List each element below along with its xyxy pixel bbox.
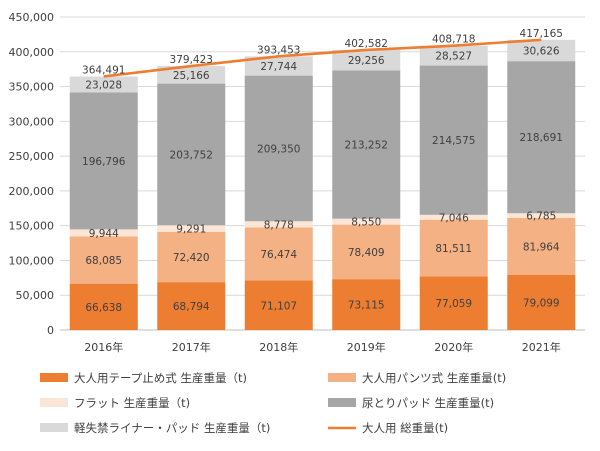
segment-value-label: 7,046 xyxy=(439,212,469,224)
total-value-label: 393,453 xyxy=(257,44,300,56)
y-tick-label: 450,000 xyxy=(9,11,55,24)
segment-value-label: 213,252 xyxy=(345,139,388,151)
y-tick-label: 300,000 xyxy=(9,115,55,128)
y-tick-label: 200,000 xyxy=(9,185,55,198)
segment-value-label: 78,409 xyxy=(348,247,385,259)
total-value-label: 379,423 xyxy=(170,54,213,66)
segment-value-label: 218,691 xyxy=(520,132,563,144)
segment-value-label: 8,778 xyxy=(264,219,294,231)
total-value-label: 408,718 xyxy=(432,34,475,46)
segment-value-label: 9,291 xyxy=(176,224,206,236)
x-tick-label: 2020年 xyxy=(434,340,473,354)
segment-value-label: 9,944 xyxy=(89,228,119,240)
y-axis: 0 50,000 100,000 150,000 200,000 250,000 300,0… xyxy=(9,11,55,337)
segment-value-label: 27,744 xyxy=(260,61,297,73)
y-tick-label: 150,000 xyxy=(9,220,55,233)
y-tick-label: 50,000 xyxy=(16,289,55,302)
legend-label: 尿とりパッド 生産重量(t) xyxy=(362,396,494,410)
segment-value-label: 28,527 xyxy=(435,51,472,63)
y-tick-label: 250,000 xyxy=(9,150,55,163)
segment-value-label: 76,474 xyxy=(260,249,297,261)
legend-swatch xyxy=(40,423,68,432)
x-tick-label: 2021年 xyxy=(522,340,561,354)
legend-label: 大人用テープ止め式 生産重量（t) xyxy=(74,371,247,385)
segment-value-label: 66,638 xyxy=(85,302,122,314)
legend-label: 大人用パンツ式 生産重量(t) xyxy=(362,371,506,385)
segment-value-label: 30,626 xyxy=(523,45,560,57)
segment-value-label: 73,115 xyxy=(348,300,385,312)
legend-swatch xyxy=(40,398,68,407)
x-tick-label: 2016年 xyxy=(84,340,123,354)
segment-value-label: 71,107 xyxy=(260,300,297,312)
y-tick-label: 400,000 xyxy=(9,46,55,59)
segment-value-label: 81,511 xyxy=(435,243,472,255)
segment-value-label: 29,256 xyxy=(348,55,385,67)
segment-value-label: 203,752 xyxy=(170,149,213,161)
y-tick-label: 0 xyxy=(47,324,54,337)
segment-value-label: 79,099 xyxy=(523,297,560,309)
segment-value-label: 6,785 xyxy=(526,211,556,223)
legend-swatch xyxy=(328,373,356,382)
gridlines xyxy=(60,17,585,330)
x-axis: 2016年 2017年 2018年 2019年 2020年 2021年 xyxy=(84,340,561,354)
x-tick-label: 2018年 xyxy=(259,340,298,354)
segment-value-label: 68,085 xyxy=(85,255,122,267)
segment-value-label: 23,028 xyxy=(85,79,122,91)
segment-value-label: 68,794 xyxy=(173,301,210,313)
x-tick-label: 2017年 xyxy=(172,340,211,354)
legend: 大人用テープ止め式 生産重量（t) 大人用パンツ式 生産重量(t) フラット 生産重… xyxy=(40,371,506,435)
segment-value-label: 25,166 xyxy=(173,70,210,82)
segment-value-label: 8,550 xyxy=(351,217,381,229)
bars xyxy=(70,40,576,330)
segment-value-label: 209,350 xyxy=(257,143,300,155)
segment-value-label: 214,575 xyxy=(432,135,475,147)
total-value-label: 417,165 xyxy=(520,28,563,40)
total-value-label: 364,491 xyxy=(82,64,125,76)
legend-label: 大人用 総重量(t) xyxy=(362,421,448,435)
legend-label: フラット 生産重量（t) xyxy=(74,396,190,410)
x-tick-label: 2019年 xyxy=(347,340,386,354)
y-tick-label: 350,000 xyxy=(9,81,55,94)
legend-label: 軽失禁ライナー・パッド 生産重量（t) xyxy=(74,421,270,435)
segment-value-label: 77,059 xyxy=(435,298,472,310)
legend-swatch xyxy=(328,398,356,407)
segment-value-label: 72,420 xyxy=(173,252,210,264)
total-value-label: 402,582 xyxy=(345,38,388,50)
segment-value-label: 196,796 xyxy=(82,156,126,168)
legend-swatch xyxy=(40,373,68,382)
y-tick-label: 100,000 xyxy=(9,254,55,267)
segment-value-label: 81,964 xyxy=(523,241,560,253)
